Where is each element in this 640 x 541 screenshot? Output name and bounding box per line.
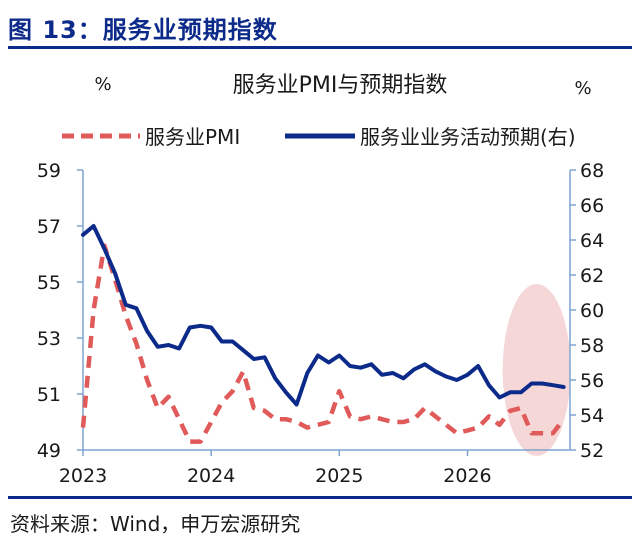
x-tick-label: 2024 (187, 465, 235, 487)
right-unit-label: % (574, 78, 591, 99)
right-tick-label: 58 (580, 335, 604, 357)
right-tick-label: 62 (580, 265, 604, 287)
left-unit-label: % (94, 74, 111, 95)
left-tick-label: 51 (37, 384, 61, 406)
x-tick-label: 2023 (59, 465, 107, 487)
right-tick-label: 60 (580, 300, 604, 322)
left-tick-label: 55 (37, 272, 61, 294)
source-rule (8, 496, 632, 499)
series-line-expect (81, 224, 566, 407)
series-line-pmi (80, 243, 566, 444)
right-tick-label: 54 (580, 405, 604, 427)
highlight-layer (502, 284, 571, 456)
left-tick-label: 59 (37, 160, 61, 182)
figure-title: 图 13：服务业预期指数 (8, 16, 278, 44)
right-tick-label: 56 (580, 370, 604, 392)
x-tick-label: 2026 (443, 465, 491, 487)
right-tick-label: 52 (580, 440, 604, 462)
chart: 服务业PMI与预期指数 % % 服务业PMI 服务业业务活动预期(右) 49 51… (37, 73, 604, 487)
x-tick-label: 2025 (315, 465, 363, 487)
legend-label-pmi: 服务业PMI (145, 125, 240, 149)
source-note: 资料来源：Wind，申万宏源研究 (10, 512, 301, 536)
left-tick-label: 49 (37, 440, 61, 462)
legend: 服务业PMI 服务业业务活动预期(右) (62, 125, 576, 149)
legend-label-expect: 服务业业务活动预期(右) (360, 125, 576, 149)
right-tick-label: 64 (580, 230, 604, 252)
title-rule (8, 46, 632, 49)
right-tick-label: 68 (580, 160, 604, 182)
right-tick-label: 66 (580, 195, 604, 217)
chart-title: 服务业PMI与预期指数 (233, 73, 448, 98)
highlight-ellipse (502, 284, 571, 456)
left-tick-label: 57 (37, 216, 61, 238)
series-layer (80, 224, 566, 444)
left-tick-label: 53 (37, 328, 61, 350)
axes: 49 51 53 55 57 59 52 54 56 58 60 62 64 66 68 2023 2024 20… (37, 160, 604, 487)
